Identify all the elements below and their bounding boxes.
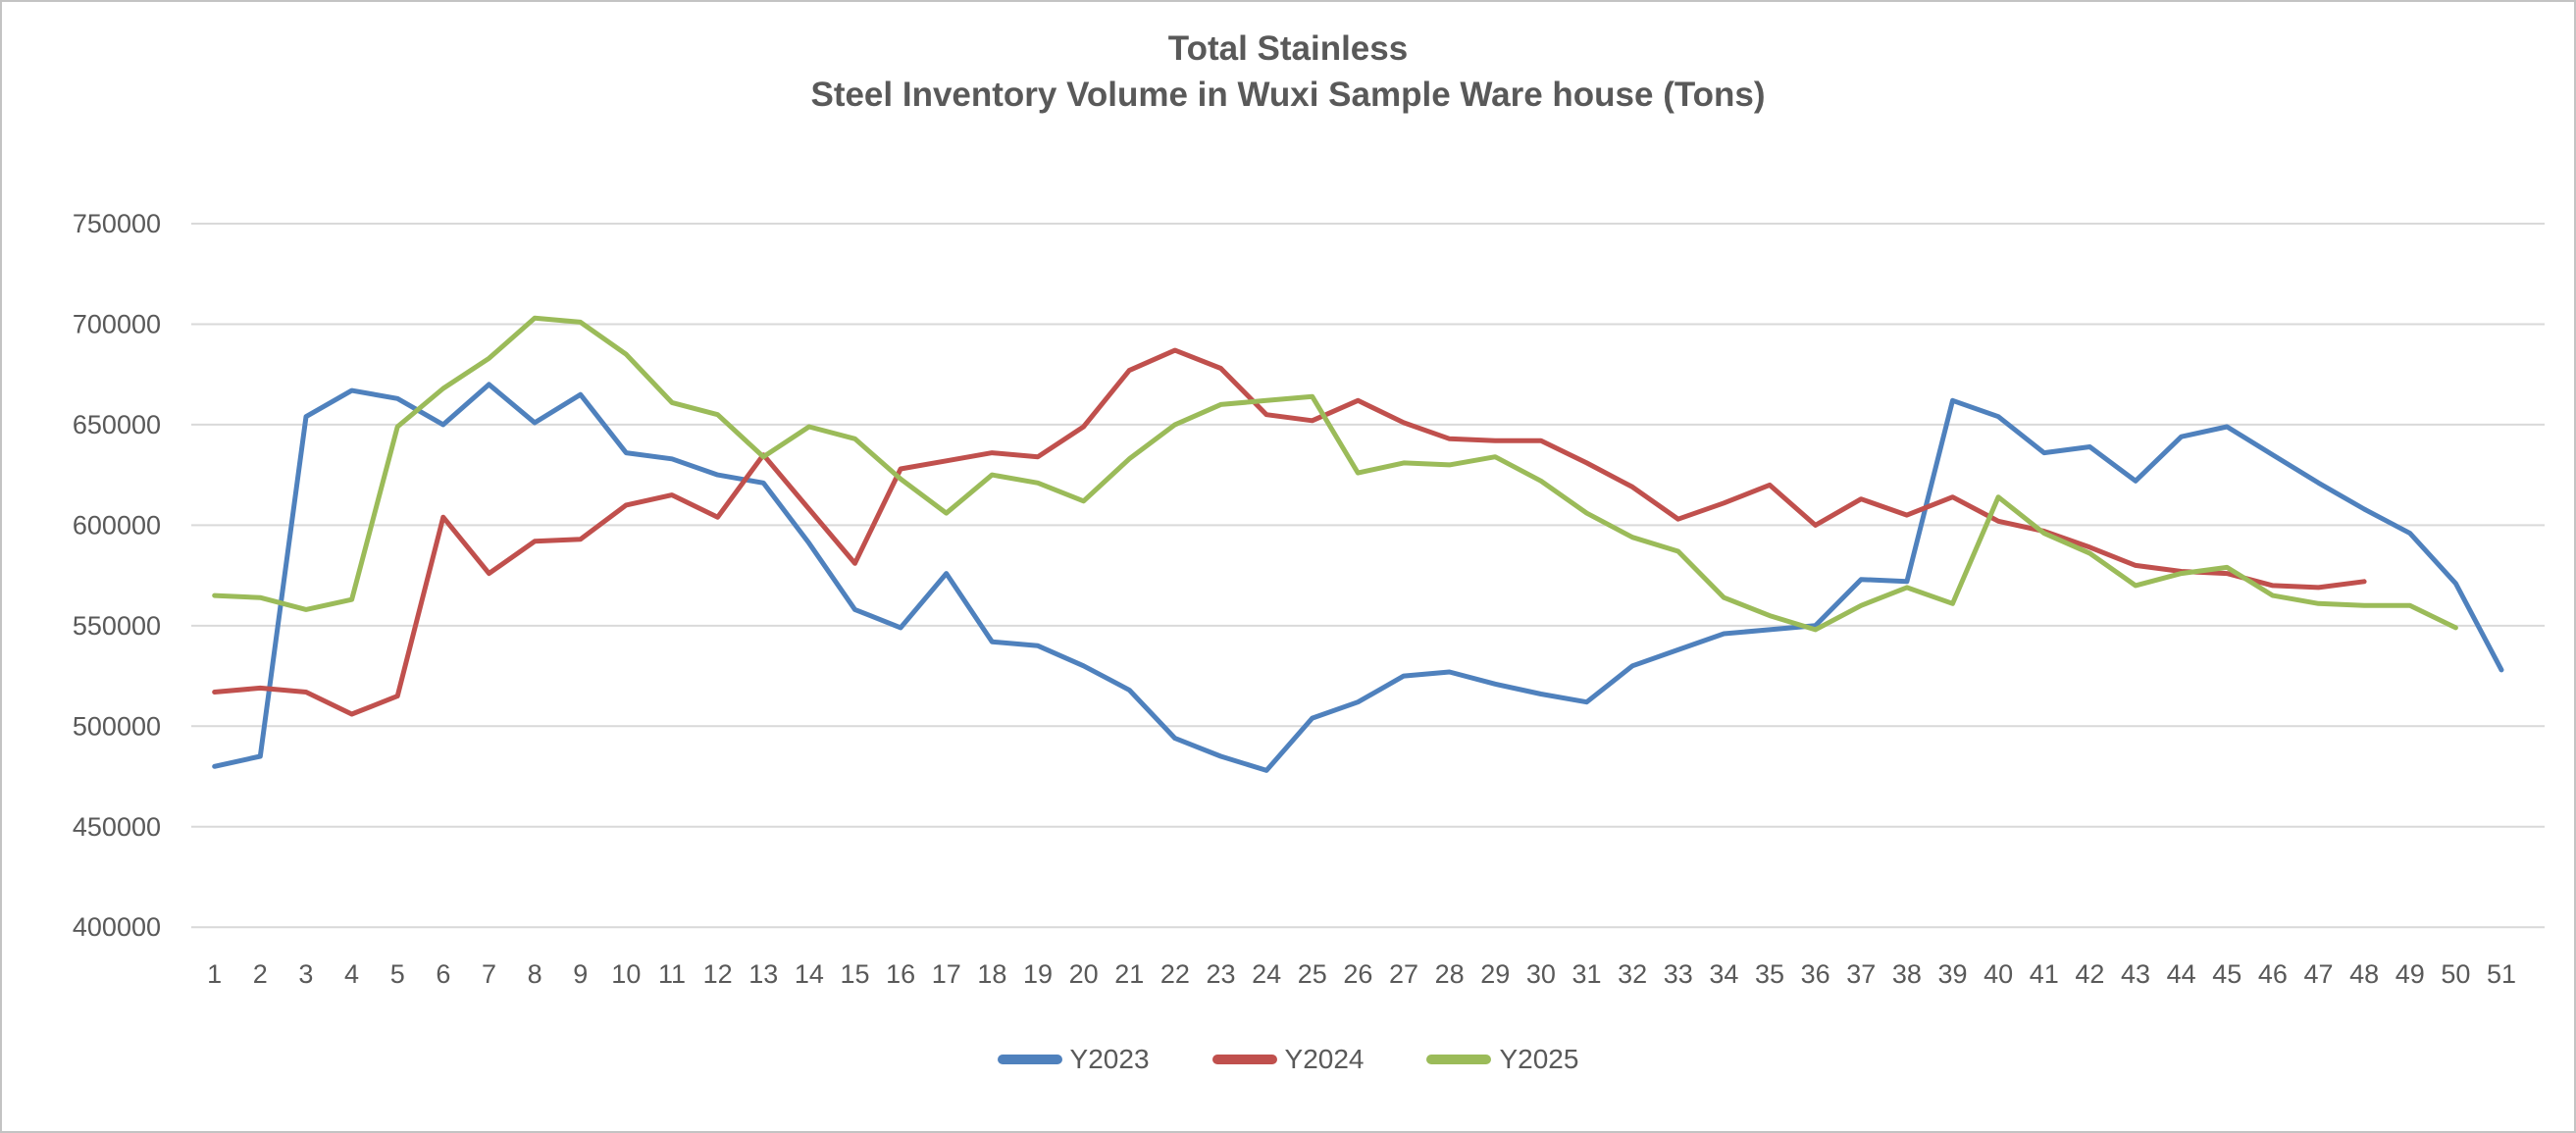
legend-label-y2024: Y2024 (1284, 1044, 1365, 1074)
svg-text:46: 46 (2258, 959, 2288, 989)
svg-text:4: 4 (344, 959, 359, 989)
svg-text:44: 44 (2167, 959, 2196, 989)
svg-text:19: 19 (1023, 959, 1053, 989)
svg-text:26: 26 (1343, 959, 1372, 989)
svg-text:2: 2 (253, 959, 268, 989)
svg-text:700000: 700000 (73, 309, 161, 338)
svg-text:47: 47 (2303, 959, 2333, 989)
svg-text:550000: 550000 (73, 611, 161, 641)
legend-item-y2023: Y2023 (997, 1044, 1150, 1075)
svg-text:31: 31 (1571, 959, 1601, 989)
svg-text:20: 20 (1069, 959, 1099, 989)
svg-text:40: 40 (1984, 959, 2013, 989)
svg-text:600000: 600000 (73, 510, 161, 540)
svg-text:500000: 500000 (73, 711, 161, 741)
svg-text:35: 35 (1755, 959, 1784, 989)
svg-text:22: 22 (1160, 959, 1190, 989)
svg-text:400000: 400000 (73, 912, 161, 942)
svg-text:30: 30 (1526, 959, 1556, 989)
svg-text:43: 43 (2121, 959, 2150, 989)
svg-text:650000: 650000 (73, 410, 161, 439)
svg-text:38: 38 (1892, 959, 1922, 989)
chart-title: Total Stainless Steel Inventory Volume i… (2, 26, 2574, 118)
svg-text:6: 6 (436, 959, 450, 989)
legend-label-y2023: Y2023 (1069, 1044, 1150, 1074)
svg-text:18: 18 (977, 959, 1006, 989)
svg-text:32: 32 (1618, 959, 1647, 989)
svg-text:5: 5 (390, 959, 405, 989)
svg-text:27: 27 (1389, 959, 1418, 989)
svg-text:28: 28 (1435, 959, 1465, 989)
chart-title-line2: Steel Inventory Volume in Wuxi Sample Wa… (810, 76, 1766, 114)
svg-text:41: 41 (2030, 959, 2059, 989)
svg-text:1: 1 (207, 959, 222, 989)
legend-swatch-y2025-icon (1426, 1055, 1492, 1064)
svg-text:12: 12 (703, 959, 733, 989)
legend: Y2023 Y2024 Y2025 (2, 1044, 2574, 1075)
svg-text:14: 14 (795, 959, 824, 989)
svg-text:17: 17 (932, 959, 961, 989)
svg-text:10: 10 (611, 959, 641, 989)
svg-text:42: 42 (2075, 959, 2104, 989)
chart-title-line1: Total Stainless (1167, 29, 1409, 68)
svg-text:29: 29 (1480, 959, 1510, 989)
svg-text:15: 15 (840, 959, 869, 989)
svg-text:48: 48 (2349, 959, 2379, 989)
legend-swatch-y2024-icon (1211, 1055, 1277, 1064)
legend-swatch-y2023-icon (997, 1055, 1062, 1064)
svg-text:51: 51 (2487, 959, 2516, 989)
svg-text:49: 49 (2396, 959, 2425, 989)
svg-text:8: 8 (528, 959, 542, 989)
svg-text:9: 9 (573, 959, 588, 989)
legend-item-y2024: Y2024 (1211, 1044, 1365, 1075)
svg-text:24: 24 (1252, 959, 1281, 989)
svg-text:25: 25 (1298, 959, 1327, 989)
svg-text:21: 21 (1114, 959, 1144, 989)
svg-text:37: 37 (1846, 959, 1876, 989)
svg-text:750000: 750000 (73, 209, 161, 238)
svg-text:34: 34 (1709, 959, 1738, 989)
legend-label-y2025: Y2025 (1499, 1044, 1579, 1074)
legend-item-y2025: Y2025 (1426, 1044, 1578, 1075)
svg-text:50: 50 (2441, 959, 2470, 989)
svg-text:39: 39 (1937, 959, 1967, 989)
svg-text:23: 23 (1206, 959, 1235, 989)
svg-text:7: 7 (482, 959, 496, 989)
svg-text:16: 16 (886, 959, 915, 989)
svg-text:450000: 450000 (73, 812, 161, 842)
svg-text:45: 45 (2212, 959, 2241, 989)
svg-text:33: 33 (1664, 959, 1693, 989)
svg-text:3: 3 (298, 959, 313, 989)
svg-text:11: 11 (658, 959, 686, 989)
svg-text:36: 36 (1801, 959, 1830, 989)
svg-text:13: 13 (748, 959, 778, 989)
